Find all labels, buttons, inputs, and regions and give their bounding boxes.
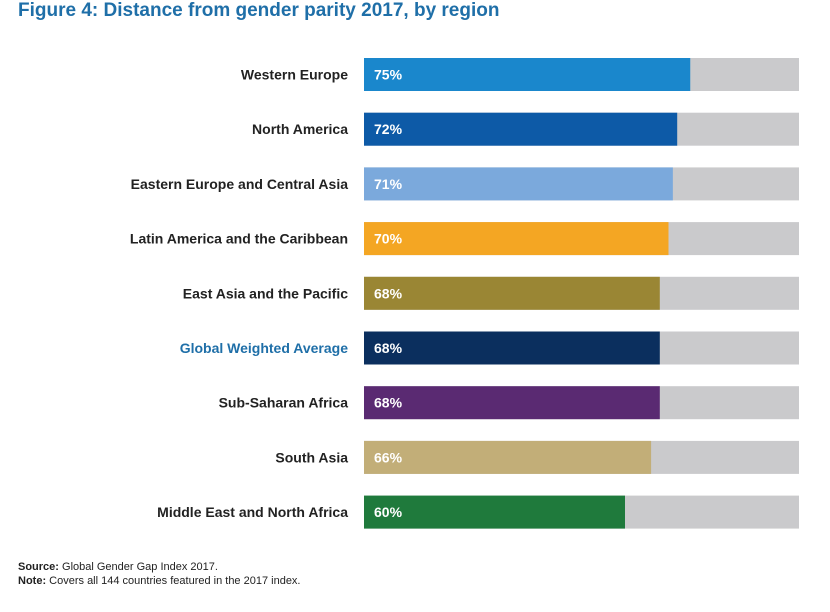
bar-south-asia xyxy=(364,440,652,474)
bar-east-asia-and-the-pacific xyxy=(364,276,660,310)
bar-north-america xyxy=(364,112,678,146)
value-label-western-europe: 75% xyxy=(374,67,403,83)
bar-global-weighted-average xyxy=(364,331,660,365)
category-label-western-europe: Western Europe xyxy=(241,67,348,83)
value-label-middle-east-and-north-africa: 60% xyxy=(374,504,403,520)
category-label-eastern-europe-and-central-asia: Eastern Europe and Central Asia xyxy=(131,176,349,192)
chart-title: Figure 4: Distance from gender parity 20… xyxy=(18,0,500,21)
value-label-south-asia: 66% xyxy=(374,449,403,465)
source-line: Source: Global Gender Gap Index 2017. xyxy=(18,560,301,574)
category-label-latin-america-and-the-caribbean: Latin America and the Caribbean xyxy=(130,231,348,247)
value-label-eastern-europe-and-central-asia: 71% xyxy=(374,176,403,192)
category-label-middle-east-and-north-africa: Middle East and North Africa xyxy=(157,504,348,520)
value-label-latin-america-and-the-caribbean: 70% xyxy=(374,231,403,247)
value-label-north-america: 72% xyxy=(374,121,403,137)
category-label-global-weighted-average: Global Weighted Average xyxy=(180,340,349,356)
category-label-sub-saharan-africa: Sub-Saharan Africa xyxy=(219,395,349,411)
bar-western-europe xyxy=(364,58,691,91)
source-label: Source: xyxy=(18,561,59,573)
value-label-sub-saharan-africa: 68% xyxy=(374,395,403,411)
note-label: Note: xyxy=(18,575,47,587)
category-label-east-asia-and-the-pacific: East Asia and the Pacific xyxy=(183,285,348,301)
bar-latin-america-and-the-caribbean xyxy=(364,222,669,256)
category-label-north-america: North America xyxy=(252,121,348,137)
bar-eastern-europe-and-central-asia xyxy=(364,167,673,201)
source-text: Global Gender Gap Index 2017. xyxy=(58,561,218,573)
value-label-global-weighted-average: 68% xyxy=(374,340,403,356)
bar-sub-saharan-africa xyxy=(364,386,660,420)
note-text: Covers all 144 countries featured in the… xyxy=(46,575,301,587)
bar-chart: Western Europe 75% North America 72% Eastern… xyxy=(130,58,799,529)
value-label-east-asia-and-the-pacific: 68% xyxy=(374,285,403,301)
category-label-south-asia: South Asia xyxy=(275,449,348,465)
note-line: Note: Covers all 144 countries featured … xyxy=(18,574,301,588)
bar-middle-east-and-north-africa xyxy=(364,495,625,529)
chart-footer: Source: Global Gender Gap Index 2017. No… xyxy=(18,560,301,588)
